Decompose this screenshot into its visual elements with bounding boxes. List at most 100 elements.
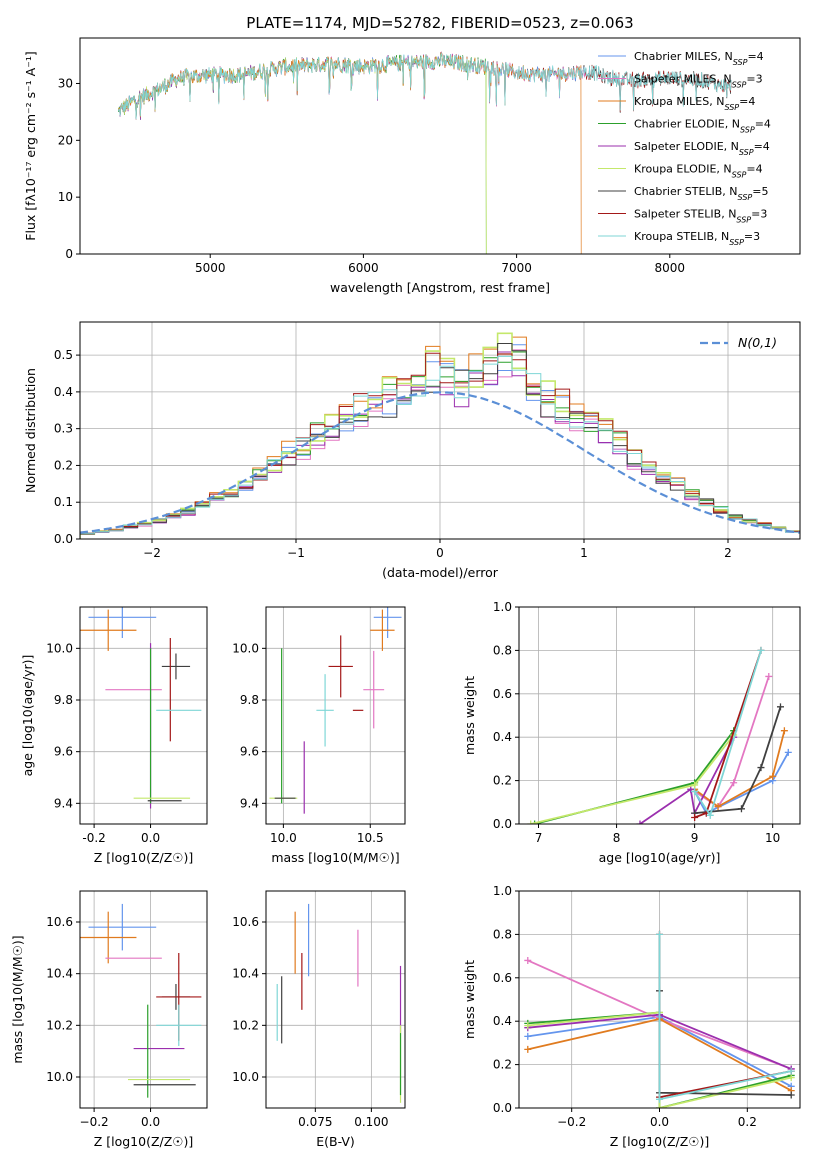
mass_vs_ebv-xtick-label: 0.100 [354,1115,388,1129]
weight_vs_Z-ytick-label: 0.0 [493,1101,512,1115]
weight_vs_Z-axes-frame [518,890,801,1109]
mass_vs_Z-panel: −0.2 0.0 10.0 10.2 10.4 10.6 Z [log10(Z/Z☉)] ma… [10,890,208,1149]
legend-label: Salpeter MILES, NSSP=3 [634,73,763,90]
residuals-xtick-label: 2 [724,546,732,560]
residuals-plot-area [80,332,800,539]
weight-point-marker [691,813,699,821]
weight-point-marker [780,727,788,735]
age_vs_mass-xlabel: mass [log10(M/M☉)] [271,850,399,865]
weight_vs_age-ytick-label: 0.4 [493,730,512,744]
gaussian-curve [80,391,800,534]
spectrum-xlabel: wavelength [Angstrom, rest frame] [330,280,550,295]
weight-point-marker [730,779,738,787]
legend-label: Chabrier ELODIE, NSSP=4 [634,118,771,135]
residuals-xtick-label: 0 [436,546,444,560]
weight-point-marker [787,1091,795,1099]
legend-label: Kroupa STELIB, NSSP=3 [634,230,760,247]
weight-point-marker [769,772,777,780]
legend-label: Chabrier MILES, NSSP=4 [634,50,764,67]
mass_vs_Z-axes-frame [79,890,208,1109]
residuals-ytick-label: 0.4 [54,385,73,399]
mass_vs_ebv-plot-area [276,903,402,1103]
weight-series-line [639,736,735,824]
age_vs_mass-xtick-label: 10.0 [270,831,297,845]
age_vs_mass-ytick-label: 9.8 [240,693,259,707]
residuals-xtick-label: 1 [580,546,588,560]
age_vs_Z-axes-frame [79,606,208,825]
weight-point-marker [531,820,539,824]
age_vs_Z-xtick-label: -0.2 [82,831,105,845]
weight-point-marker [784,748,792,756]
age_vs_Z-ytick-label: 9.6 [54,745,73,759]
weight_vs_age-ytick-label: 1.0 [493,600,512,614]
weight-point-marker [691,781,699,789]
spectrum-series-line [118,52,582,254]
age_vs_Z-panel: -0.2 0.0 9.4 9.6 9.8 10.0 Z [log10(Z/Z☉)] age [… [20,606,208,865]
spectrum-axes-frame [79,37,801,255]
weight-point-marker [656,1104,663,1108]
residuals-xlabel: (data-model)/error [382,565,499,580]
weight-point-marker [524,1022,532,1030]
age_vs_Z-ytick-label: 9.4 [54,796,73,810]
mass_vs_Z-ytick-label: 10.0 [46,1070,73,1084]
spectrum-ylabel: Flux [fλ10⁻¹⁷ erg cm⁻² s⁻¹ A⁻¹] [23,51,38,240]
mass_vs_ebv-ytick-label: 10.6 [232,915,259,929]
weight_vs_Z-xlabel: Z [log10(Z/Z☉)] [610,1134,710,1149]
weight_vs_Z-xtick-label: −0.2 [557,1115,586,1129]
weight-series-line [658,934,792,1101]
weight_vs_age-axes-frame [518,606,801,825]
mass_vs_ebv-axes-frame [265,890,406,1109]
mass_vs_ebv-ytick-label: 10.2 [232,1018,259,1032]
age_vs_mass-ytick-label: 9.4 [240,796,259,810]
weight_vs_Z-plot-area [524,930,795,1108]
legend-label: Kroupa MILES, NSSP=4 [634,95,755,112]
weight-point-marker [737,805,745,813]
mass_vs_Z-ytick-label: 10.2 [46,1018,73,1032]
residuals-ylabel: Normed distribution [23,368,38,493]
histogram-series [80,355,800,539]
weight_vs_Z-ytick-label: 1.0 [493,884,512,898]
weight-point-marker [636,820,644,824]
weight_vs_Z-xtick-label: 0.2 [738,1115,757,1129]
weight-point-marker [524,1045,532,1053]
weight_vs_Z-ytick-label: 0.2 [493,1058,512,1072]
spectrum-series-line [117,54,487,254]
spectrum-series-line [117,52,732,120]
weight-point-marker [656,1095,663,1103]
age_vs_Z-xtick-label: 0.0 [141,831,160,845]
weight-point-marker [524,956,532,964]
weight_vs_age-ylabel: mass weight [462,676,477,755]
age_vs_mass-plot-area [269,607,402,814]
mass_vs_Z-xlabel: Z [log10(Z/Z☉)] [94,1134,194,1149]
weight-series-line [694,706,782,814]
spectrum-legend: Chabrier MILES, NSSP=4 Salpeter MILES, NS… [598,50,771,247]
weight-point-marker [656,930,663,938]
weight_vs_age-ytick-label: 0.8 [493,643,512,657]
weight-series-line [658,934,792,1099]
spectrum-xtick-label: 6000 [348,261,379,275]
age_vs_mass-panel: 10.0 10.5 9.4 9.6 9.8 10.0 mass [log10(M/M☉)] [232,606,406,865]
age_vs_Z-xlabel: Z [log10(Z/Z☉)] [94,850,194,865]
residuals-ytick-label: 0.1 [54,495,73,509]
weight-point-marker [524,1032,532,1040]
weight-series-line [530,734,735,824]
mass_vs_Z-plot-area [80,903,202,1098]
mass_vs_Z-ylabel: mass [log10(M/M☉)] [10,935,25,1063]
weight_vs_age-xtick-label: 8 [613,831,621,845]
spectrum-series-line [117,53,487,254]
residuals-ytick-label: 0.3 [54,422,73,436]
mass_vs_ebv-ytick-label: 10.4 [232,967,259,981]
mass_vs_ebv-panel: 0.075 0.100 10.0 10.2 10.4 10.6 E(B-V) [232,890,406,1149]
weight_vs_Z-ylabel: mass weight [462,960,477,1039]
spectrum-ytick-label: 10 [58,190,73,204]
age_vs_mass-ytick-label: 9.6 [240,745,259,759]
weight_vs_Z-ytick-label: 0.6 [493,971,512,985]
weight-point-marker [691,787,699,795]
weight-point-marker [776,703,784,711]
weight_vs_Z-ytick-label: 0.4 [493,1014,512,1028]
gaussian-legend-label: N(0,1) [738,335,777,350]
weight-point-marker [787,1074,795,1082]
mass_vs_Z-xtick-label: 0.0 [141,1115,160,1129]
weight_vs_age-ytick-label: 0.0 [493,817,512,831]
